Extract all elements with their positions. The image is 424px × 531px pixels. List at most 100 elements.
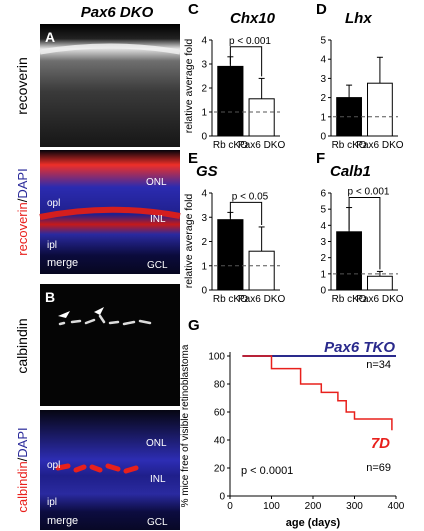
y-tick-label: 2 [320,93,326,104]
merge-label: merge [47,257,78,269]
chart-title: Calb1 [330,163,371,180]
panel-a-blue-label: DAPI [15,168,30,198]
layer-inl: INL [150,214,166,225]
y-tick-label: 0 [201,286,207,297]
series-n-label: n=69 [366,462,391,474]
svg-text:calbindin/DAPI: calbindin/DAPI [15,427,30,512]
layer-onl-b: ONL [146,438,167,449]
x-tick-label: 200 [305,501,322,512]
y-tick-label: 0 [320,286,326,297]
bar-pax6-dko [367,82,393,137]
significance-label: p < 0.001 [348,187,390,198]
panel-a-red-label: recoverin [15,202,30,255]
panel-letter: E [188,150,198,167]
panel-a-letter: A [45,29,55,45]
y-tick-label: 1 [320,269,326,280]
y-tick-label: 20 [214,464,226,475]
chart-title: Chx10 [230,10,276,27]
significance-bracket [229,201,263,225]
layer-opl-b: opl [47,460,60,471]
y-tick-label: 3 [201,60,207,71]
arrowhead-left [58,311,70,318]
x-axis-label: age (days) [286,517,341,529]
y-tick-label: 60 [214,408,226,419]
y-tick-label: 1 [201,108,207,119]
bar-rb-cko [336,231,362,291]
column-header: Pax6 DKO [81,4,154,21]
y-tick-label: 1 [320,112,326,123]
y-axis-label: relative average fold [183,194,195,289]
opl-red-band [39,206,181,220]
arrowhead-right [94,307,104,315]
chart-panel-g: G % mice free of visible retinoblastoma 0 2… [180,317,405,529]
y-tick-label: 4 [201,36,207,47]
y-tick-label: 80 [214,380,226,391]
y-tick-label: 5 [320,36,326,47]
x-tick-label: Pax6 DKO [356,294,403,305]
y-tick-label: 4 [201,189,207,200]
y-tick-label: 4 [320,221,326,232]
y-tick-label: 100 [208,352,225,363]
x-tick-label: Pax6 DKO [238,140,285,151]
significance-bracket [229,46,263,77]
layer-gcl: GCL [147,260,168,271]
panel-b-blue-label: DAPI [15,427,30,457]
bar-pax6-dko [248,98,275,137]
x-tick-label: 300 [346,501,363,512]
panel-b-slash: / [15,457,30,461]
calbindin-speckles [58,314,152,326]
x-tick-label: Rb cKO [332,294,367,305]
recoverin-signal-band [39,43,181,55]
x-tick-label: Rb cKO [213,294,248,305]
chart-title: Lhx [345,10,372,27]
x-tick-label: Rb cKO [332,140,367,151]
series-name-label: Pax6 TKO [324,339,395,356]
y-tick-label: 3 [320,74,326,85]
panel-a-slash: / [15,198,30,202]
series-n-label: n=34 [366,359,391,371]
panel-b-red-label: calbindin [15,461,30,512]
y-tick-label: 0 [201,132,207,143]
y-tick-label: 40 [214,436,226,447]
layer-inl-b: INL [150,474,166,485]
panel-b-letter: B [45,289,55,305]
y-tick-label: 6 [320,189,326,200]
y-tick-label: 3 [320,237,326,248]
panel-letter: G [188,317,200,334]
calbindin-micrograph [40,284,180,406]
calbindin-red-cells [55,463,139,474]
y-tick-label: 3 [201,213,207,224]
y-tick-label: 5 [320,205,326,216]
panel-a-side-label: recoverin [14,57,30,115]
significance-label: p < 0.001 [229,36,271,47]
layer-ipl: ipl [47,240,57,251]
layer-gcl-b: GCL [147,517,168,528]
layer-onl: ONL [146,177,167,188]
series-name-label: 7D [371,435,390,452]
layer-opl: opl [47,198,60,209]
series-line-7d [242,355,393,431]
y-tick-label: 2 [201,84,207,95]
significance-bracket [348,197,381,270]
x-tick-label: 0 [227,501,233,512]
y-tick-label: 1 [201,261,207,272]
panel-letter: C [188,1,199,18]
chart-title: GS [196,163,218,180]
bar-rb-cko [217,65,244,137]
calbindin-dapi-merge [40,410,180,530]
panel-b-side-label: calbindin [14,318,30,373]
panel-letter: D [316,1,327,18]
y-tick-label: 2 [201,237,207,248]
chart-panel-e: EGS relative average fold 0 1 2 3 4 Rb cKOPax6 … [183,150,285,305]
bar-pax6-dko [367,275,393,291]
panel-letter: F [316,150,325,167]
x-tick-label: Rb cKO [213,140,248,151]
x-tick-label: 100 [263,501,280,512]
merge-label-b: merge [47,515,78,527]
y-axis-label: % mice free of visible retinoblastoma [180,344,191,507]
y-tick-label: 4 [320,55,326,66]
x-tick-label: Pax6 DKO [238,294,285,305]
y-tick-label: 2 [320,253,326,264]
